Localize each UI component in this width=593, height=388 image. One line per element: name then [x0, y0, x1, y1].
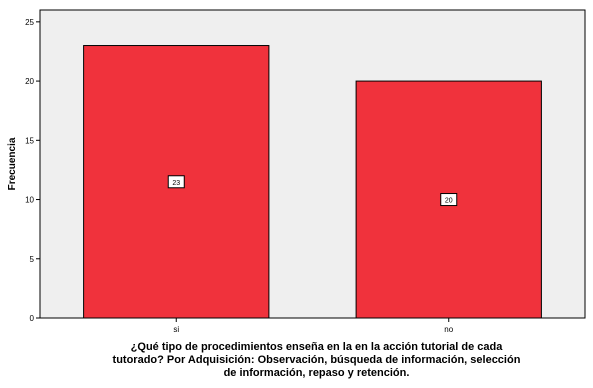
y-tick-label: 25: [25, 18, 34, 27]
x-tick-label: no: [444, 325, 453, 334]
x-axis-ticks: si no: [173, 318, 454, 334]
y-tick-label: 5: [30, 255, 35, 264]
data-label: 20: [445, 198, 453, 205]
data-label: 23: [172, 180, 180, 187]
data-label-box: [440, 193, 458, 207]
y-axis-label: Frecuencia: [7, 137, 18, 190]
x-axis-label-line-2: tutorado? Por Adquisición: Observación, …: [112, 354, 521, 366]
y-tick-label: 10: [25, 196, 34, 205]
data-label-box: [167, 175, 185, 189]
data-labels: 23 20: [167, 175, 458, 207]
x-axis-label-line-3: de información, repaso y retención.: [223, 367, 410, 379]
y-tick-label: 15: [25, 136, 34, 145]
x-axis-label: ¿Qué tipo de procedimientos enseña en la…: [40, 341, 593, 380]
x-axis-label-line-1: ¿Qué tipo de procedimientos enseña en la…: [130, 341, 503, 353]
x-tick-label: si: [173, 325, 179, 334]
y-tick-label: 0: [30, 314, 35, 323]
y-axis-ticks: 0 5 10 15 20 25: [25, 18, 40, 323]
y-tick-label: 20: [25, 77, 34, 86]
